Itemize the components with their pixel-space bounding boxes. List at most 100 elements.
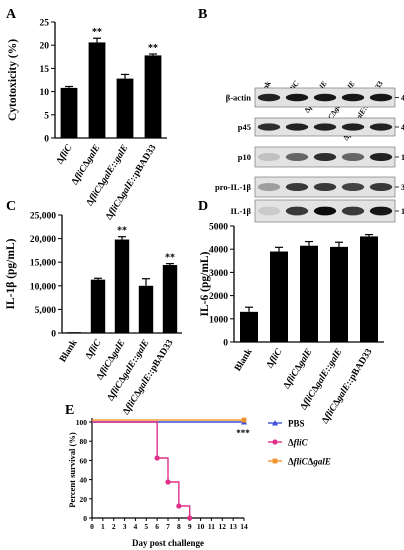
band-actin-blank	[257, 93, 281, 102]
legend-label-flic-gale: ΔfliCΔgalE	[288, 457, 331, 467]
y-tick-label-80: 80	[80, 437, 88, 446]
panel-c-letter: C	[6, 199, 16, 214]
blot-row-label-il-1: IL-1β	[230, 206, 251, 216]
band-p10-flic-gale-gale	[341, 153, 365, 161]
x-tick-label-2: 2	[112, 522, 116, 531]
panel-a-cytotoxicity-chart: A 0 5 10 15 20 25 Cytotoxicity (%) ΔfliC ** ΔfliCΔ…	[6, 7, 167, 222]
panel-c-il1b-chart: C 0 5,000 10,000 15,000 20,000 25,000 IL-1β (pg…	[5, 199, 182, 417]
band-p45-blank	[257, 123, 281, 131]
bar-flic-gale	[88, 42, 106, 138]
band-actin-flic-gale-gale	[341, 93, 365, 102]
y-tick-label-40: 40	[80, 476, 88, 485]
panel-d-il6-chart: D 0 1000 2000 3000 4000 5000 IL-6 (pg/mL) Blank Δ…	[198, 199, 384, 426]
y-tick-label-20: 20	[40, 42, 50, 52]
significance-mark-flic-gale-pbad33: **	[148, 43, 158, 54]
legend-marker-pbs	[272, 420, 278, 426]
x-axis-label: Day post challenge	[132, 538, 204, 548]
bar-flic-gale-pbad33	[162, 265, 178, 333]
y-tick-label-15: 15	[40, 65, 50, 75]
band-p45-flic-gale-gale	[341, 123, 365, 131]
y-tick-label-2000: 2000	[209, 292, 228, 302]
x-tick-label-11: 11	[208, 522, 215, 531]
legend-label-flic: ΔfliC	[288, 438, 309, 448]
category-label-blank: Blank	[233, 347, 255, 374]
y-tick-label-100: 100	[76, 418, 88, 427]
band-p45-flic	[285, 123, 309, 131]
x-tick-label-9: 9	[188, 522, 192, 531]
blot-row-label-pro-il-1: pro-IL-1β	[215, 182, 251, 192]
bar-flic-gale-gale	[138, 285, 154, 333]
band-p10-flic-gale	[313, 153, 337, 161]
band-pro-il-1-flic	[285, 183, 309, 191]
y-axis-label: IL-1β (pg/mL)	[5, 238, 17, 309]
band-actin-flic	[285, 93, 309, 102]
y-tick-label-0: 0	[83, 514, 87, 523]
bar-flic-gale-gale	[116, 78, 134, 138]
band-il-1-flic-gale-gale	[341, 206, 365, 216]
marker-flic-1	[165, 479, 171, 485]
category-label-flic: ΔfliC	[84, 338, 104, 361]
category-label-flic-gale-pbad33: ΔfliCΔgalE::pBAD33	[104, 143, 158, 222]
marker-flic-3	[187, 515, 193, 521]
y-tick-label-25-000: 25,000	[30, 212, 56, 222]
panel-b-letter: B	[198, 7, 207, 22]
category-label-flic-gale: ΔfliCΔgalE	[282, 347, 314, 391]
x-tick-label-6: 6	[155, 522, 159, 531]
y-tick-label-4000: 4000	[209, 246, 228, 256]
y-tick-label-0: 0	[51, 330, 56, 340]
x-tick-label-14: 14	[240, 522, 248, 531]
x-tick-label-1: 1	[101, 522, 105, 531]
x-tick-label-4: 4	[134, 522, 138, 531]
series-line-flic	[92, 421, 191, 518]
x-tick-label-12: 12	[219, 522, 227, 531]
y-tick-label-5000: 5000	[209, 223, 228, 233]
y-axis-label: Cytotoxicity (%)	[7, 39, 19, 121]
bar-flic	[270, 251, 288, 342]
panel-d-letter: D	[198, 199, 208, 214]
marker-flic-0	[154, 455, 160, 461]
bar-flic-gale	[114, 239, 130, 333]
y-tick-label-10: 10	[40, 88, 50, 98]
legend-marker-flic-gale	[272, 458, 278, 464]
y-tick-label-25: 25	[40, 19, 50, 29]
bar-flic-gale	[300, 245, 318, 342]
x-tick-label-10: 10	[197, 522, 205, 531]
panel-a-letter: A	[6, 7, 17, 22]
mw-label-il-1: 15	[401, 207, 404, 216]
band-pro-il-1-blank	[257, 183, 281, 191]
y-tick-label-0: 0	[223, 339, 228, 349]
significance-mark-flic-gale: **	[117, 226, 127, 237]
category-label-flic: ΔfliC	[55, 143, 75, 166]
panel-b-western-blot: BBlankΔfliCΔfliCΔgalEΔfliCΔgalE::galEΔfl…	[198, 7, 404, 223]
band-il-1-flic-gale-pbad33	[369, 206, 393, 216]
mw-label-p10: 10	[401, 153, 404, 162]
y-tick-label-3000: 3000	[209, 269, 228, 279]
blot-row-label-p45: p45	[238, 122, 251, 132]
category-label-flic-gale: ΔfliCΔgalE	[70, 143, 102, 187]
band-p10-flic-gale-pbad33	[369, 153, 393, 161]
y-tick-label-1000: 1000	[209, 315, 228, 325]
band-actin-flic-gale-pbad33	[369, 93, 393, 102]
significance-annotation: ***	[236, 428, 250, 438]
band-pro-il-1-flic-gale-gale	[341, 183, 365, 191]
legend-marker-flic	[272, 439, 278, 445]
significance-mark-flic-gale: **	[92, 27, 102, 38]
bar-flic-gale-pbad33	[360, 236, 378, 342]
band-p45-flic-gale-pbad33	[369, 123, 393, 131]
band-il-1-blank	[257, 206, 281, 216]
y-tick-label-5: 5	[44, 111, 49, 121]
band-p10-blank	[257, 153, 281, 161]
y-tick-label-20-000: 20,000	[30, 235, 56, 245]
band-p45-flic-gale	[313, 123, 337, 131]
x-tick-label-8: 8	[177, 522, 181, 531]
blot-row-label-actin: β-actin	[226, 93, 252, 103]
y-axis-label: IL-6 (pg/mL)	[199, 251, 211, 316]
bar-flic	[60, 87, 78, 138]
band-pro-il-1-flic-gale	[313, 183, 337, 191]
panel-e-letter: E	[65, 403, 74, 418]
x-tick-label-5: 5	[144, 522, 148, 531]
mw-label-p45: 40	[401, 123, 404, 132]
band-p10-flic	[285, 153, 309, 161]
